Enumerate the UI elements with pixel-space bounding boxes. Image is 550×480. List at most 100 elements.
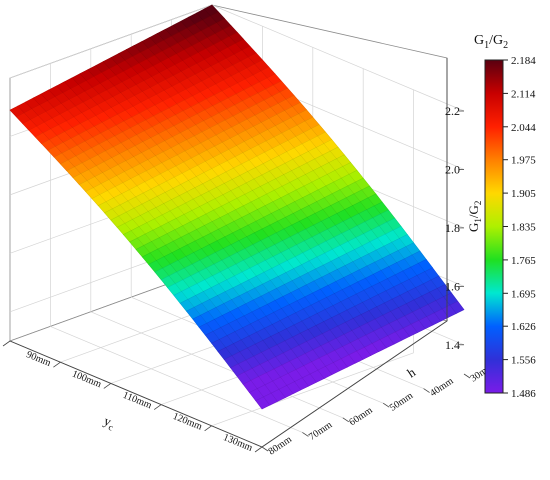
mesh-line-v bbox=[173, 25, 426, 329]
mesh-line-u bbox=[47, 45, 250, 151]
mesh-line-v bbox=[103, 61, 356, 364]
mesh-line-v bbox=[56, 85, 309, 387]
gridline-floor-y bbox=[50, 326, 303, 433]
mesh-line-u bbox=[22, 18, 225, 124]
mesh-line-u bbox=[192, 217, 395, 320]
z-tick-label: 2.2 bbox=[445, 104, 460, 118]
mesh-line-v bbox=[126, 49, 379, 352]
mesh-line-u bbox=[91, 95, 295, 199]
x-tick-label: 80mm bbox=[0, 328, 2, 348]
surface-patch bbox=[449, 300, 465, 314]
y-tick bbox=[423, 388, 430, 393]
mesh-line-u bbox=[148, 162, 351, 265]
colorbar-tick-label: 1.905 bbox=[511, 188, 536, 200]
mesh-line-u bbox=[255, 301, 458, 401]
colorbar bbox=[484, 59, 504, 394]
mesh-line-v bbox=[87, 69, 340, 371]
x-tick bbox=[153, 404, 162, 410]
mesh-line-v bbox=[118, 53, 371, 356]
colorbar-tick-label: 2.114 bbox=[511, 88, 536, 100]
colorbar-tick-label: 2.044 bbox=[511, 122, 536, 134]
mesh-line-u bbox=[154, 170, 358, 273]
mesh-line-u bbox=[110, 116, 313, 221]
mesh-line-v bbox=[141, 41, 395, 345]
z-axis: 1.4 1.6 1.8 2.0 2.2 bbox=[445, 104, 464, 352]
mesh-line-v bbox=[17, 105, 270, 406]
mesh-line-u bbox=[186, 209, 389, 312]
mesh-line-v bbox=[204, 8, 457, 314]
mesh-line-v bbox=[79, 73, 333, 375]
mesh-line-u bbox=[60, 59, 263, 165]
colorbar-tick-label: 1.975 bbox=[511, 155, 536, 167]
mesh-line-v bbox=[48, 89, 301, 391]
mesh-line-v bbox=[64, 81, 317, 383]
gridline-left-z bbox=[9, 4, 213, 79]
mesh-line-v bbox=[134, 45, 387, 349]
colorbar-tick-label: 1.695 bbox=[511, 288, 536, 300]
mesh-line-u bbox=[205, 234, 408, 336]
colorbar-ticks: 2.184 2.114 2.044 1.975 1.905 1.835 1.765 1.695… bbox=[503, 55, 536, 400]
mesh-line-u bbox=[135, 146, 339, 250]
mesh-line-u bbox=[224, 259, 427, 360]
surface-mesh bbox=[9, 4, 465, 410]
x-tick bbox=[254, 446, 263, 453]
mesh-line-v bbox=[157, 33, 410, 337]
mesh-line-v bbox=[149, 37, 402, 341]
x-tick bbox=[103, 383, 112, 389]
mesh-line-v bbox=[95, 65, 348, 368]
z-tick-label: 1.8 bbox=[445, 221, 460, 235]
mesh-line-u bbox=[261, 309, 465, 410]
mesh-line-v bbox=[33, 97, 286, 398]
z-tick-label: 1.6 bbox=[445, 279, 460, 293]
colorbar-tick-label: 1.486 bbox=[511, 388, 536, 400]
mesh-line-u bbox=[41, 38, 244, 144]
y-tick-label: 40mm bbox=[428, 376, 456, 400]
colorbar-title: G1/G2 bbox=[474, 33, 508, 51]
y-tick bbox=[382, 402, 390, 408]
z-axis-title: G1/G2 bbox=[466, 201, 483, 232]
mesh-line-u bbox=[104, 109, 307, 214]
colorbar-tick-label: 1.765 bbox=[511, 255, 536, 267]
mesh-line-v bbox=[72, 77, 325, 379]
x-axis-title: yc bbox=[101, 413, 117, 433]
mesh-line-u bbox=[66, 66, 269, 171]
mesh-line-v bbox=[211, 4, 465, 310]
y-tick-label: 50mm bbox=[388, 390, 416, 414]
mesh-line-v bbox=[110, 57, 364, 360]
mesh-line-u bbox=[230, 267, 433, 368]
x-tick bbox=[204, 425, 212, 432]
gridline-floor-y bbox=[90, 311, 343, 419]
mesh-line-v bbox=[180, 21, 434, 326]
y-tick bbox=[302, 432, 309, 437]
mesh-line-u bbox=[217, 250, 421, 352]
surface-plot bbox=[9, 4, 465, 410]
mesh-line-u bbox=[173, 193, 376, 296]
x-tick bbox=[2, 340, 11, 347]
y-tick bbox=[342, 417, 350, 423]
mesh-line-v bbox=[188, 16, 441, 322]
mesh-line-u bbox=[9, 4, 213, 111]
mesh-line-u bbox=[142, 154, 345, 258]
mesh-line-u bbox=[167, 185, 370, 288]
z-tick-label: 1.4 bbox=[445, 338, 460, 352]
mesh-line-u bbox=[85, 87, 288, 192]
y-axis-title: h bbox=[404, 364, 418, 380]
mesh-line-u bbox=[179, 201, 383, 304]
mesh-line-u bbox=[98, 102, 301, 206]
y-tick bbox=[261, 446, 269, 452]
mesh-line-u bbox=[236, 275, 439, 377]
mesh-line-v bbox=[40, 93, 294, 394]
mesh-line-u bbox=[211, 242, 414, 344]
z-tick-label: 2.0 bbox=[445, 162, 460, 176]
y-tick bbox=[463, 373, 471, 379]
mesh-line-u bbox=[53, 52, 257, 158]
mesh-line-u bbox=[116, 124, 320, 228]
mesh-line-u bbox=[249, 292, 452, 393]
mesh-line-u bbox=[72, 73, 276, 178]
mesh-line-u bbox=[16, 11, 219, 118]
mesh-line-u bbox=[161, 177, 364, 280]
mesh-line-u bbox=[242, 284, 446, 385]
mesh-line-u bbox=[198, 226, 402, 328]
colorbar-tick-label: 1.626 bbox=[511, 321, 536, 333]
